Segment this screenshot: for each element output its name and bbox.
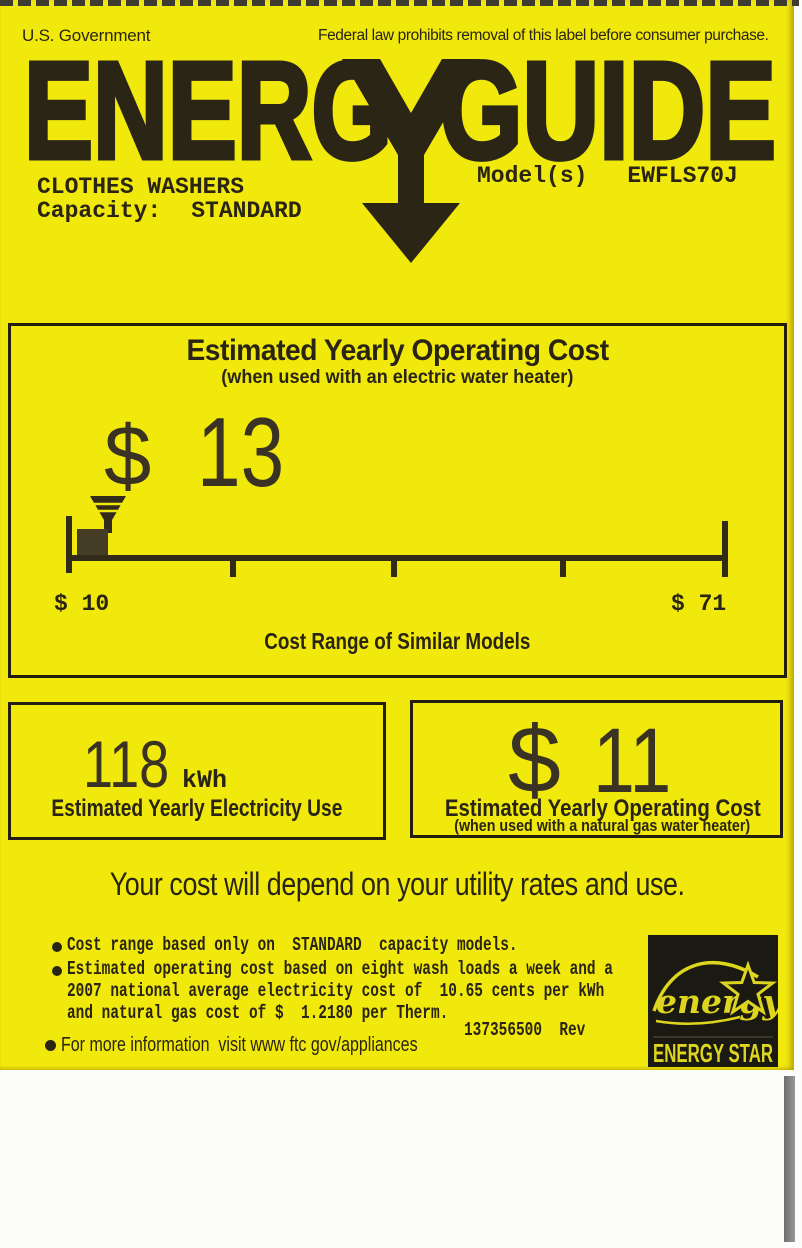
gas-caption: Estimated Yearly Operating Cost (444, 795, 761, 822)
bullet-icon (52, 966, 62, 976)
energy-star-swash (655, 1015, 741, 1025)
note-estimate-line-2: 2007 national average electricity cost o… (67, 980, 605, 1002)
electricity-use-panel (8, 702, 386, 840)
electricity-caption: Estimated Yearly Electricity Use (51, 795, 343, 822)
label-sheet (0, 0, 794, 1070)
bullet-icon (45, 1040, 56, 1051)
gas-currency: $ (508, 707, 561, 813)
energy-star-arc-icon (652, 961, 759, 1012)
energy-star-logo: energy ENERGY STAR (648, 935, 778, 1067)
cost-value: 13 (197, 397, 285, 507)
down-arrow-icon (342, 59, 480, 263)
note-more-information: For more information visit www ftc gov/a… (61, 1034, 418, 1056)
logo-word-guide: GUIDE (440, 56, 776, 188)
note-cost-range: Cost range based only on STANDARD capaci… (67, 934, 518, 956)
disclaimer-text: Your cost will depend on your utility ra… (109, 866, 685, 902)
scale-end-right (722, 521, 728, 577)
scale-tick-3 (560, 556, 566, 577)
us-government-text: U.S. Government (22, 26, 151, 45)
federal-law-notice: Federal law prohibits removal of this la… (318, 27, 769, 44)
scale-max-label: $ 71 (671, 591, 727, 617)
note-estimate-line-1: Estimated operating cost based on eight … (67, 958, 613, 980)
note-estimate-line-3: and natural gas cost of $ 1.2180 per The… (67, 1002, 449, 1024)
scale-marker-box (77, 529, 108, 556)
scale-tick-1 (230, 556, 236, 577)
part-number: 137356500 Rev (464, 1019, 586, 1041)
energyguide-logo: ENERG GUIDE (22, 56, 779, 263)
star-icon (719, 960, 777, 1016)
cost-panel-title: Estimated Yearly Operating Cost (186, 334, 609, 367)
capacity-row: Capacity: STANDARD (37, 200, 302, 223)
capacity-label: Capacity: (37, 198, 162, 224)
cost-panel-subtitle: (when used with an electric water heater… (221, 367, 574, 388)
energy-star-wordmark: ENERGY STAR (653, 1038, 773, 1067)
operating-cost-panel (8, 323, 787, 678)
model-value: EWFLS70J (627, 163, 738, 189)
perforation-dashes (0, 0, 799, 6)
scale-caption: Cost Range of Similar Models (264, 628, 531, 654)
logo-word-energ: ENERG (24, 56, 392, 188)
model-label: Model(s) (477, 163, 588, 189)
electricity-value: 118 (83, 727, 170, 801)
capacity-value: STANDARD (191, 198, 302, 224)
photo-edge-strip (784, 1076, 795, 1242)
scale-tick-2 (391, 556, 397, 577)
scale-marker-icon (90, 496, 126, 533)
gas-cost-panel (410, 700, 783, 838)
scale-min-label: $ 10 (54, 591, 110, 617)
model-row: Model(s) EWFLS70J (477, 165, 738, 188)
gas-subcaption: (when used with a natural gas water heat… (454, 816, 751, 835)
cost-currency: $ (104, 409, 152, 504)
electricity-unit: kWh (182, 766, 228, 795)
scale-line (66, 555, 728, 561)
scale-end-left (66, 516, 72, 573)
bullet-icon (52, 942, 62, 952)
gas-value: 11 (593, 710, 672, 812)
product-category: CLOTHES WASHERS (37, 174, 245, 200)
